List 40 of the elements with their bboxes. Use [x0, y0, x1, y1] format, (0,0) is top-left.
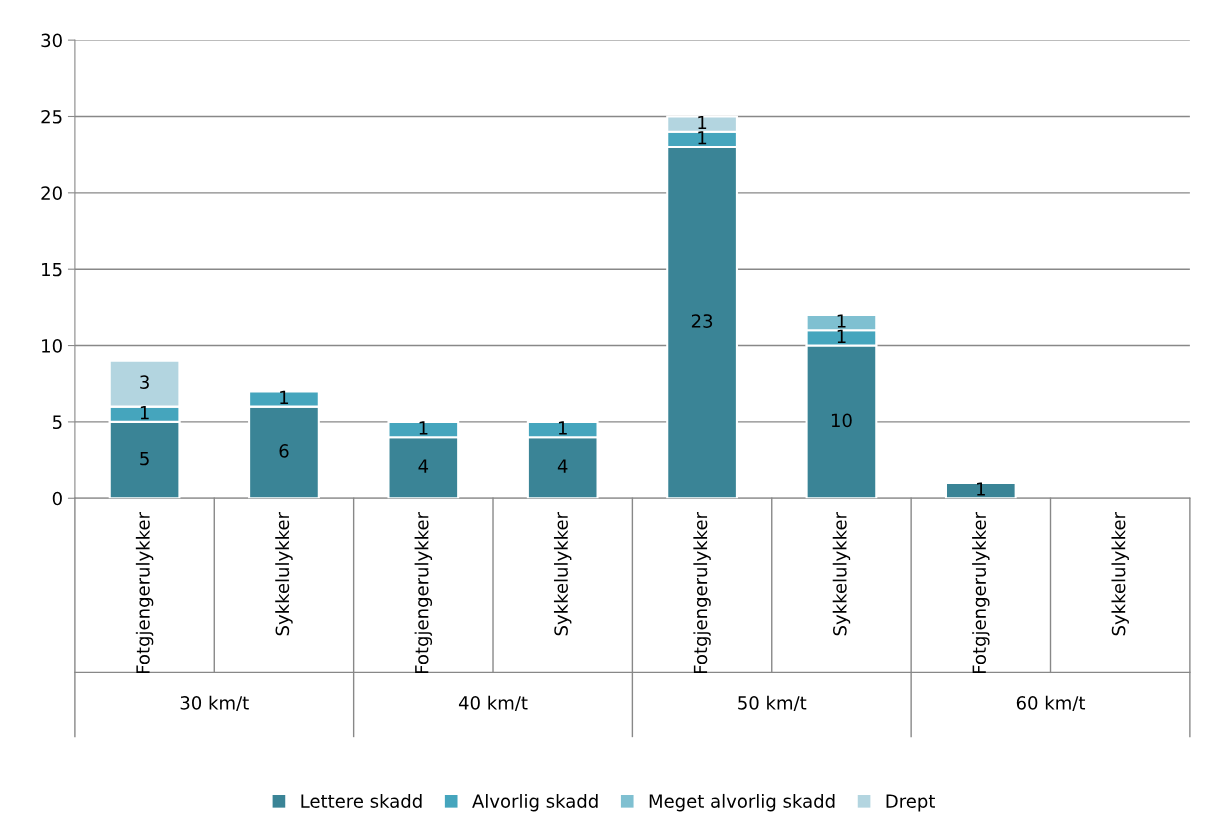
text: 30 km/t: [180, 695, 249, 712]
data-label: 6: [279, 444, 289, 458]
data-label: 1: [698, 131, 707, 145]
legend-label: Lettere skadd: [301, 793, 422, 808]
x-tick-label: Sykkelulykker: [832, 512, 851, 636]
x-tick-label: Sykkelulykker: [1111, 512, 1129, 636]
x-tick-label: Fotgjengerulykker: [693, 512, 711, 674]
data-label: 3: [140, 375, 149, 389]
data-label: 5: [140, 451, 149, 466]
x-tick-label: Fotgjengerulykker: [414, 512, 433, 674]
y-tick-label: 25: [41, 109, 62, 124]
text: 60 km/t: [1016, 695, 1086, 712]
data-label: 1: [837, 314, 846, 328]
data-label: 1: [698, 115, 707, 130]
data-label: 1: [837, 329, 846, 343]
y-tick-label: 10: [42, 339, 62, 353]
x-tick-label: Fotgjengerulykker: [972, 512, 990, 674]
data-label: 10: [831, 413, 852, 428]
text: 40 km/t: [458, 695, 528, 712]
text: 50 km/t: [738, 695, 807, 712]
y-tick-label: 15: [42, 262, 62, 277]
data-label: 1: [558, 421, 567, 435]
data-label: 4: [557, 459, 568, 473]
y-tick-label: 20: [41, 186, 62, 200]
data-label: 23: [691, 314, 713, 328]
legend-label: Drept: [886, 794, 935, 812]
y-tick-label: 0: [52, 491, 62, 506]
data-label: 4: [418, 459, 429, 473]
legend-label: Meget alvorlig skadd: [649, 793, 835, 812]
data-label: 1: [280, 390, 289, 404]
legend-label: Alvorlig skadd: [472, 793, 598, 812]
x-tick-label: Sykkelulykker: [553, 512, 572, 636]
data-label: 1: [419, 421, 428, 435]
y-tick-label: 30: [41, 33, 62, 48]
x-tick-label: Fotgjengerulykker: [135, 512, 154, 674]
data-label: 1: [977, 482, 985, 496]
data-label: 1: [140, 406, 149, 420]
x-tick-label: Sykkelulykker: [275, 512, 293, 636]
y-tick-label: 5: [53, 415, 62, 430]
bar: [944, 481, 1017, 499]
